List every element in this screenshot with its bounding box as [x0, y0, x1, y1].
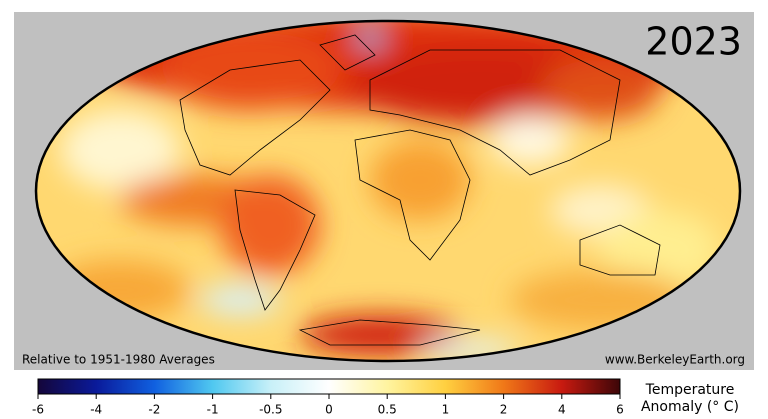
- colorbar: [37, 378, 621, 395]
- colorbar-tick-label: -6: [32, 403, 44, 417]
- colorbar-ticks: -6 -4 -2 -1 -0.5 0 0.5 1 2 4 6: [32, 394, 624, 417]
- colorbar-tick-label: -0.5: [259, 403, 282, 417]
- temperature-map: [36, 21, 740, 361]
- colorbar-tick-label: 6: [616, 403, 624, 417]
- colorbar-tick-label: 1: [442, 403, 450, 417]
- colorbar-tick-label: 2: [500, 403, 508, 417]
- colorbar-tick-label: 0: [325, 403, 333, 417]
- colorbar-label: Anomaly (° C): [641, 399, 739, 415]
- baseline-note: Relative to 1951-1980 Averages: [22, 353, 215, 367]
- globe-outline: [34, 19, 742, 363]
- year: 2023: [645, 20, 742, 64]
- colorbar-tick-label: -2: [148, 403, 160, 417]
- colorbar-tick-label: -1: [207, 403, 219, 417]
- colorbar-tick-label: -4: [90, 403, 102, 417]
- colorbar-tick-label: 4: [558, 403, 566, 417]
- source: www.BerkeleyEarth.org: [605, 353, 745, 367]
- colorbar-tick-label: 0.5: [378, 403, 397, 417]
- colorbar-label: Temperature: [645, 382, 735, 398]
